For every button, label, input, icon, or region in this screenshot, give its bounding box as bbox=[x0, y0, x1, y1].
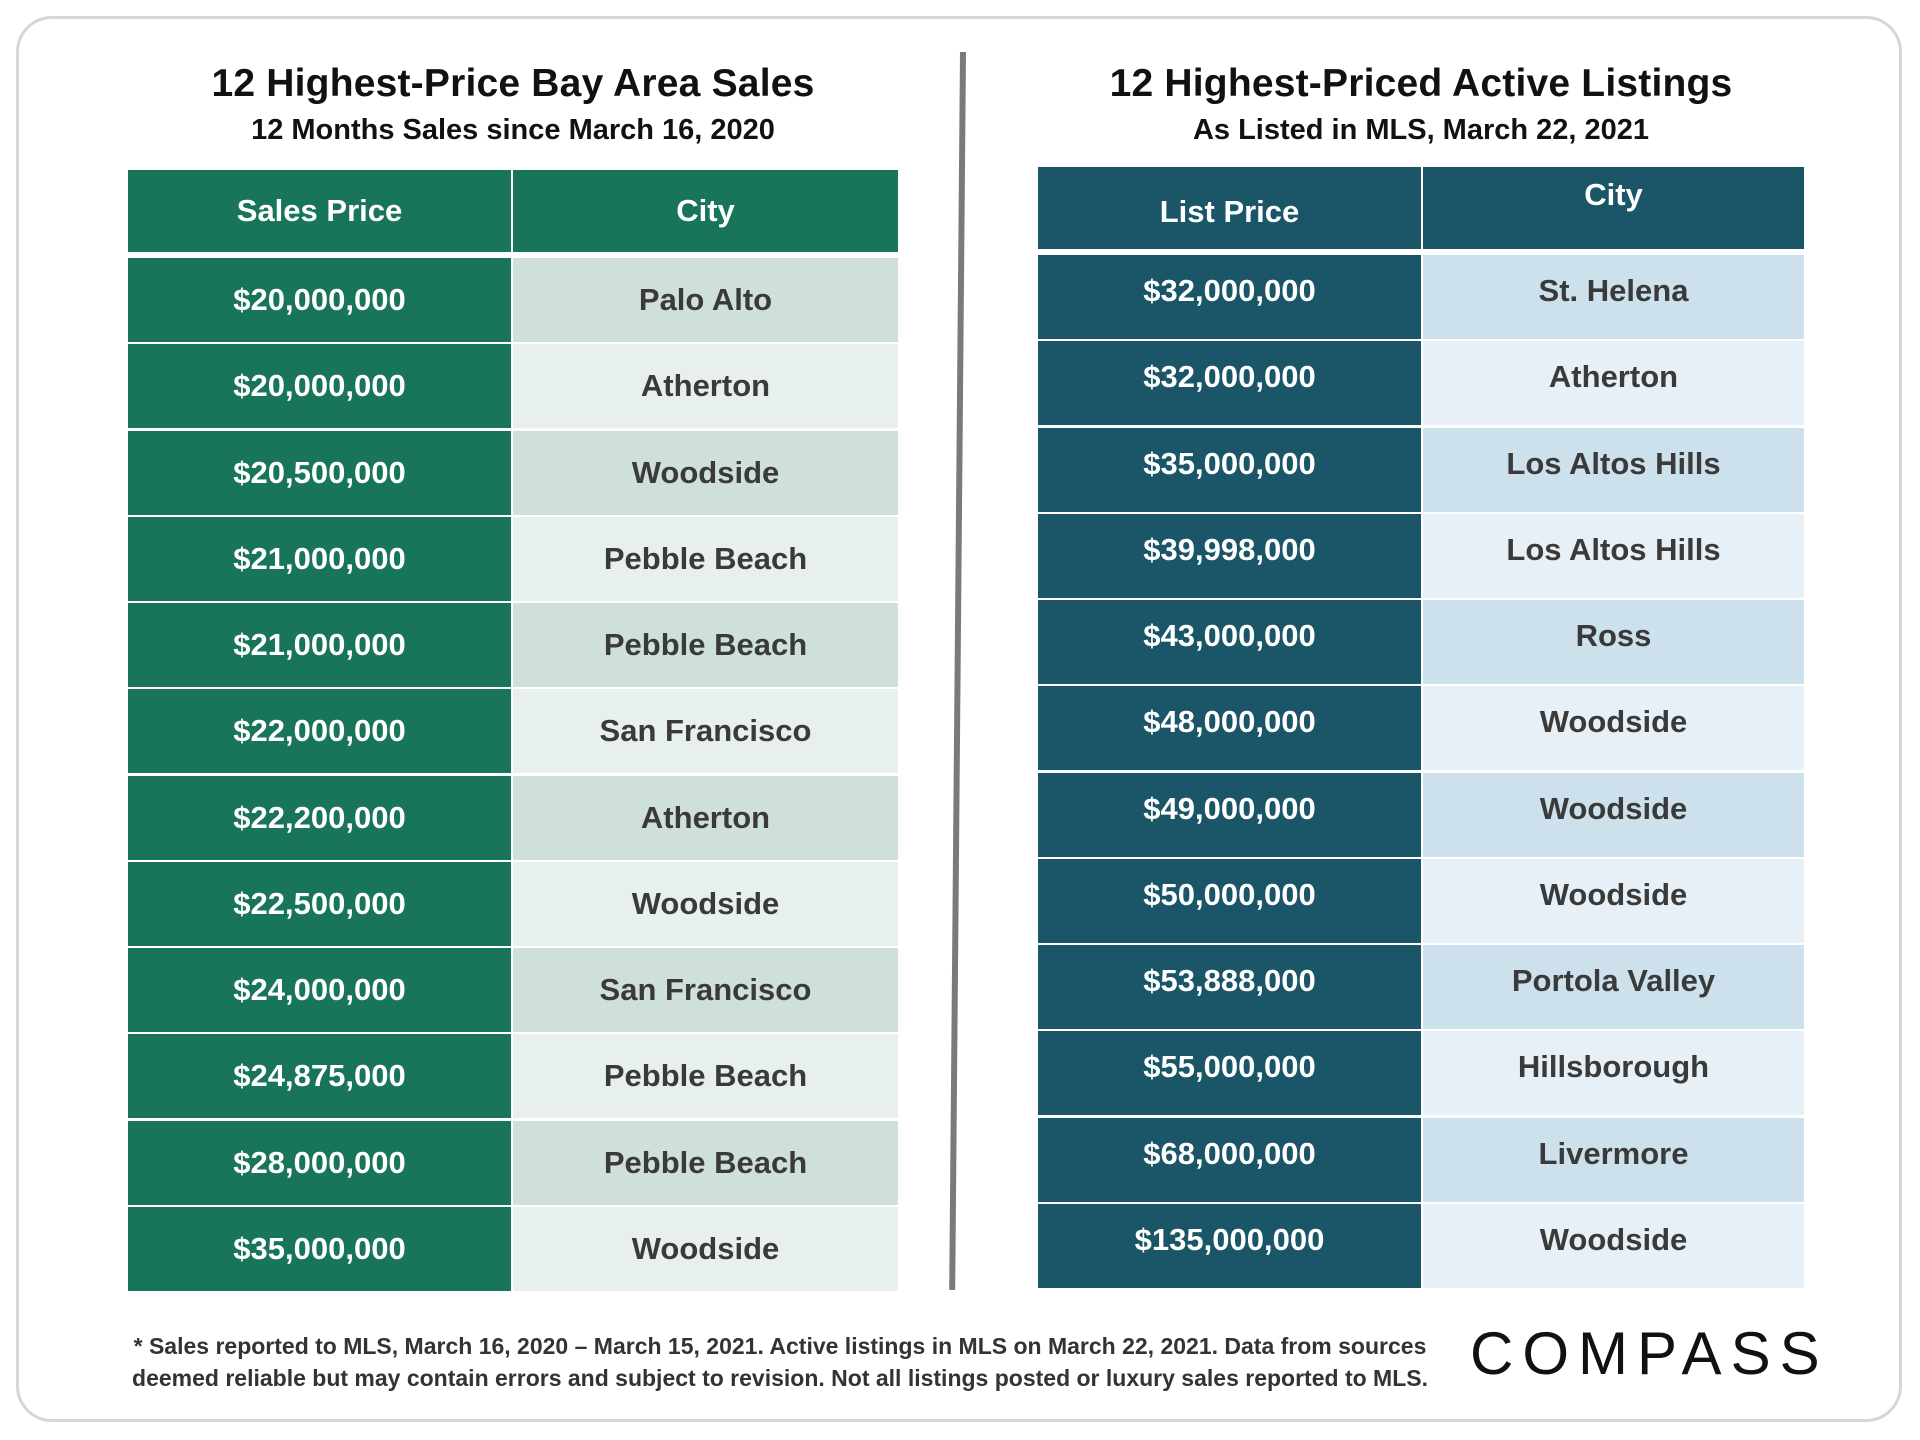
city-cell: Los Altos Hills bbox=[1423, 513, 1804, 598]
city-cell: Hillsborough bbox=[1423, 1031, 1804, 1116]
sales-table-subtitle: 12 Months Sales since March 16, 2020 bbox=[251, 114, 775, 146]
listings-table: List Price City $32,000,000 St. Helena $32… bbox=[1038, 167, 1804, 1290]
city-cell: Woodside bbox=[1423, 858, 1804, 943]
table-row: $49,000,000 Woodside bbox=[1038, 772, 1804, 857]
table-row: $24,875,000 Pebble Beach bbox=[128, 1034, 898, 1119]
city-cell: Woodside bbox=[513, 1206, 898, 1291]
price-cell: $49,000,000 bbox=[1038, 772, 1421, 857]
table-row: $20,000,000 Atherton bbox=[128, 344, 898, 429]
city-cell: Woodside bbox=[513, 430, 898, 515]
table-row: $32,000,000 Atherton bbox=[1038, 341, 1804, 426]
price-cell: $48,000,000 bbox=[1038, 686, 1421, 771]
table-row: $20,000,000 Palo Alto bbox=[128, 258, 898, 342]
city-cell: Woodside bbox=[1423, 1203, 1804, 1288]
listings-table-header: List Price City bbox=[1038, 167, 1804, 249]
price-cell: $21,000,000 bbox=[128, 603, 511, 687]
price-cell: $21,000,000 bbox=[128, 516, 511, 601]
table-row: $135,000,000 Woodside bbox=[1038, 1203, 1804, 1288]
price-cell: $28,000,000 bbox=[128, 1120, 511, 1205]
table-row: $43,000,000 Ross bbox=[1038, 600, 1804, 684]
price-cell: $35,000,000 bbox=[128, 1206, 511, 1291]
price-cell: $68,000,000 bbox=[1038, 1117, 1421, 1202]
table-row: $68,000,000 Livermore bbox=[1038, 1117, 1804, 1202]
city-cell: St. Helena bbox=[1423, 255, 1804, 339]
price-cell: $24,000,000 bbox=[128, 948, 511, 1032]
listings-table-subtitle: As Listed in MLS, March 22, 2021 bbox=[1192, 114, 1650, 146]
city-cell: Atherton bbox=[513, 344, 898, 429]
price-cell: $24,875,000 bbox=[128, 1034, 511, 1119]
price-cell: $32,000,000 bbox=[1038, 255, 1421, 339]
city-cell: Woodside bbox=[1423, 772, 1804, 857]
price-cell: $22,500,000 bbox=[128, 861, 511, 946]
footnote-line-1: * Sales reported to MLS, March 16, 2020 … bbox=[133, 1333, 1427, 1359]
city-cell: Palo Alto bbox=[513, 258, 898, 342]
table-row: $20,500,000 Woodside bbox=[128, 430, 898, 515]
compass-logo-text: COMPASS bbox=[1470, 1322, 1829, 1386]
price-cell: $20,000,000 bbox=[128, 258, 511, 342]
table-row: $32,000,000 St. Helena bbox=[1038, 255, 1804, 339]
city-cell: San Francisco bbox=[513, 948, 898, 1032]
table-row: $22,000,000 San Francisco bbox=[128, 689, 898, 774]
table-row: $48,000,000 Woodside bbox=[1038, 686, 1804, 771]
city-cell: Atherton bbox=[513, 775, 898, 860]
city-cell: Livermore bbox=[1423, 1117, 1804, 1202]
table-row: $50,000,000 Woodside bbox=[1038, 858, 1804, 943]
table-row: $22,500,000 Woodside bbox=[128, 861, 898, 946]
city-cell: Los Altos Hills bbox=[1423, 427, 1804, 512]
price-cell: $135,000,000 bbox=[1038, 1203, 1421, 1288]
city-cell: Woodside bbox=[513, 861, 898, 946]
sales-table-title: 12 Highest-Price Bay Area Sales bbox=[211, 62, 815, 105]
price-cell: $39,998,000 bbox=[1038, 513, 1421, 598]
header-list-price: List Price bbox=[1038, 167, 1421, 249]
price-cell: $35,000,000 bbox=[1038, 427, 1421, 512]
table-row: $28,000,000 Pebble Beach bbox=[128, 1120, 898, 1205]
city-cell: Pebble Beach bbox=[513, 516, 898, 601]
city-cell: Portola Valley bbox=[1423, 945, 1804, 1029]
table-row: $55,000,000 Hillsborough bbox=[1038, 1031, 1804, 1116]
table-row: $35,000,000 Los Altos Hills bbox=[1038, 427, 1804, 512]
header-sales-price: Sales Price bbox=[128, 170, 511, 252]
header-city: City bbox=[513, 170, 898, 252]
city-cell: Woodside bbox=[1423, 686, 1804, 771]
price-cell: $55,000,000 bbox=[1038, 1031, 1421, 1116]
table-row: $24,000,000 San Francisco bbox=[128, 948, 898, 1032]
city-cell: Pebble Beach bbox=[513, 1034, 898, 1119]
price-cell: $20,000,000 bbox=[128, 344, 511, 429]
price-cell: $53,888,000 bbox=[1038, 945, 1421, 1029]
sales-table: Sales Price City $20,000,000 Palo Alto $20… bbox=[128, 170, 898, 1293]
sales-table-header: Sales Price City bbox=[128, 170, 898, 252]
table-row: $21,000,000 Pebble Beach bbox=[128, 516, 898, 601]
city-cell: Ross bbox=[1423, 600, 1804, 684]
table-row: $39,998,000 Los Altos Hills bbox=[1038, 513, 1804, 598]
city-cell: Pebble Beach bbox=[513, 603, 898, 687]
table-row: $35,000,000 Woodside bbox=[128, 1206, 898, 1291]
price-cell: $22,200,000 bbox=[128, 775, 511, 860]
compass-logo: COMPASS bbox=[1470, 1322, 1829, 1386]
city-cell: San Francisco bbox=[513, 689, 898, 774]
listings-table-title: 12 Highest-Priced Active Listings bbox=[1109, 62, 1733, 105]
footnote: * Sales reported to MLS, March 16, 2020 … bbox=[110, 1330, 1450, 1394]
price-cell: $50,000,000 bbox=[1038, 858, 1421, 943]
header-city: City bbox=[1423, 167, 1804, 249]
city-cell: Pebble Beach bbox=[513, 1120, 898, 1205]
price-cell: $32,000,000 bbox=[1038, 341, 1421, 426]
table-row: $21,000,000 Pebble Beach bbox=[128, 603, 898, 687]
price-cell: $20,500,000 bbox=[128, 430, 511, 515]
price-cell: $22,000,000 bbox=[128, 689, 511, 774]
table-row: $53,888,000 Portola Valley bbox=[1038, 945, 1804, 1029]
footnote-line-2: deemed reliable but may contain errors a… bbox=[132, 1365, 1428, 1391]
price-cell: $43,000,000 bbox=[1038, 600, 1421, 684]
city-cell: Atherton bbox=[1423, 341, 1804, 426]
table-row: $22,200,000 Atherton bbox=[128, 775, 898, 860]
